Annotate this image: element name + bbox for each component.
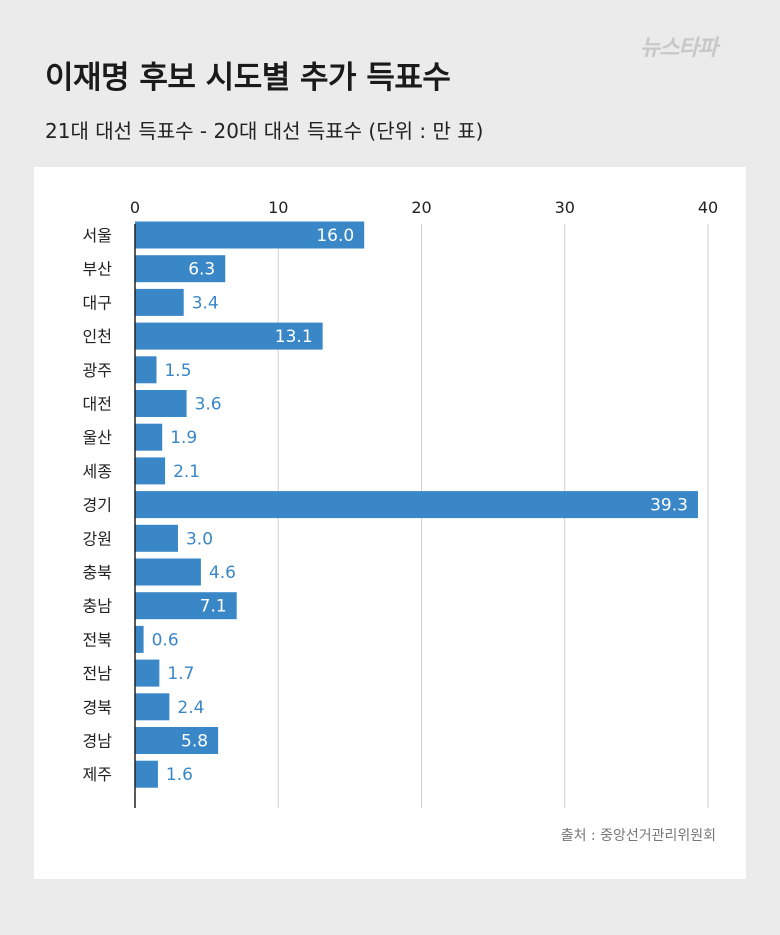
value-label: 3.6 [195, 395, 222, 415]
category-label: 울산 [83, 428, 113, 447]
category-label: 제주 [83, 765, 112, 784]
bar [135, 659, 160, 687]
category-label: 강원 [83, 529, 112, 548]
value-label: 2.4 [177, 698, 204, 718]
x-tick-label: 10 [268, 198, 288, 217]
bar [135, 491, 698, 519]
category-label: 충북 [83, 563, 112, 582]
category-label: 경북 [83, 698, 112, 717]
bar [135, 255, 226, 283]
bar [135, 356, 157, 384]
category-label: 부산 [83, 260, 113, 279]
category-label: 광주 [83, 361, 112, 380]
bar [135, 760, 158, 788]
bar [135, 592, 237, 620]
chart-panel: 0 10 20 30 40 서울 16.0 부산 6.3 대구 3.4 인천 13.1 광주 1.5 대전 3.… [34, 167, 746, 879]
value-label: 0.6 [152, 630, 179, 650]
source-note: 출처 : 중앙선거관리위원회 [560, 828, 716, 844]
bar [135, 390, 187, 417]
bar [135, 558, 201, 586]
x-tick-label: 40 [698, 198, 718, 217]
bar [135, 457, 166, 485]
bar [135, 423, 163, 451]
value-label: 1.5 [164, 361, 191, 381]
bar [135, 693, 170, 721]
value-label: 13.1 [275, 327, 313, 347]
value-label: 5.8 [181, 732, 208, 752]
value-label: 39.3 [650, 496, 688, 516]
bar [135, 625, 144, 653]
newstapa-logo: 뉴스타파 [640, 30, 750, 66]
category-label: 전남 [83, 664, 113, 683]
category-label: 대전 [83, 395, 112, 414]
bar [135, 727, 219, 754]
logo-text: 뉴스타파 [640, 36, 718, 61]
category-label: 경남 [83, 732, 113, 751]
value-label: 7.1 [200, 597, 227, 617]
x-tick-label: 20 [411, 198, 431, 217]
value-label: 3.4 [192, 293, 219, 313]
bar [135, 221, 365, 249]
x-tick-label: 0 [130, 198, 140, 217]
category-label: 경기 [83, 496, 112, 515]
chart-subtitle: 21대 대선 득표수 - 20대 대선 득표수 (단위 : 만 표) [45, 119, 484, 143]
value-label: 6.3 [188, 260, 215, 280]
category-label: 인천 [83, 327, 112, 346]
category-label: 충남 [83, 597, 113, 616]
category-label: 대구 [83, 293, 112, 312]
bar [135, 524, 178, 552]
value-label: 2.1 [173, 462, 200, 482]
value-label: 16.0 [316, 226, 354, 246]
bar [135, 322, 323, 350]
value-label: 1.9 [170, 428, 197, 448]
value-label: 1.6 [166, 765, 193, 785]
x-tick-label: 30 [555, 198, 575, 217]
value-label: 4.6 [209, 563, 236, 583]
value-label: 1.7 [167, 664, 194, 684]
category-label: 전북 [83, 630, 112, 649]
chart-title: 이재명 후보 시도별 추가 득표수 [45, 60, 451, 96]
bar [135, 288, 184, 316]
category-label: 세종 [83, 462, 112, 481]
value-label: 3.0 [186, 529, 213, 549]
bar-chart: 0 10 20 30 40 서울 16.0 부산 6.3 대구 3.4 인천 13.1 광주 1.5 대전 3.… [83, 198, 718, 808]
category-label: 서울 [83, 226, 112, 245]
